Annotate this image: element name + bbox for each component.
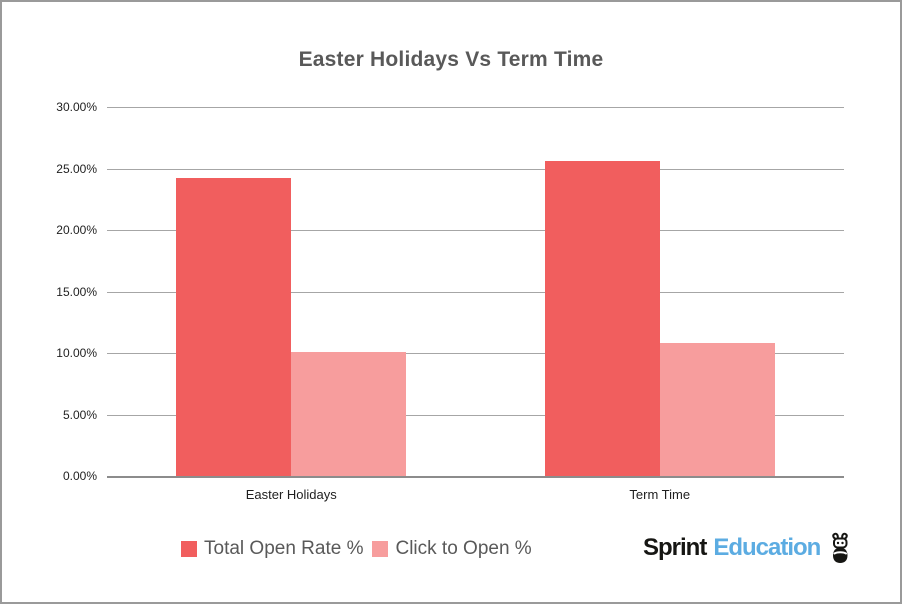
gridline-5	[107, 414, 844, 416]
legend-swatch-click-to-open	[372, 541, 389, 557]
y-axis-tick-label: 0.00%	[62, 469, 97, 483]
logo-text-education: Education	[713, 534, 821, 561]
bar-total-open-rate-easter-holidays	[176, 178, 292, 476]
gridline-25	[107, 168, 844, 170]
bar-click-to-open-term-time	[659, 343, 775, 476]
y-axis-tick-label: 10.00%	[56, 346, 97, 360]
logo-text-sprint: Sprint	[643, 534, 707, 561]
sprint-mascot-icon	[832, 532, 849, 563]
gridline-20	[107, 230, 844, 231]
y-axis-tick-label: 20.00%	[56, 223, 97, 237]
y-axis-tick-label: 5.00%	[62, 407, 97, 422]
sprint-education-logo: Sprint Education	[643, 530, 854, 566]
gridline-10	[107, 353, 844, 354]
legend: Total Open Rate % Click to Open %	[181, 536, 532, 562]
y-axis-tick-label: 15.00%	[56, 284, 97, 299]
legend-swatch-total-open-rate	[181, 541, 197, 557]
legend-label-total-open-rate: Total Open Rate %	[204, 538, 364, 559]
y-axis-tick-label: 25.00%	[56, 161, 97, 176]
x-axis-category-label-easter-holidays: Easter Holidays	[245, 487, 337, 502]
bar-click-to-open-easter-holidays	[291, 351, 407, 476]
legend-item-total-open-rate: Total Open Rate %	[181, 538, 363, 560]
legend-label-click-to-open: Click to Open %	[395, 538, 532, 559]
gridline-15	[107, 291, 844, 293]
x-axis-category-label-term-time: Term Time	[629, 487, 691, 502]
y-axis-tick-label: 30.00%	[56, 100, 97, 114]
legend-item-click-to-open: Click to Open %	[372, 538, 532, 560]
bar-total-open-rate-term-time	[544, 161, 660, 476]
chart-title: Easter Holidays Vs Term Time	[298, 48, 604, 71]
x-axis-line	[107, 476, 844, 478]
gridline-30	[107, 107, 844, 108]
